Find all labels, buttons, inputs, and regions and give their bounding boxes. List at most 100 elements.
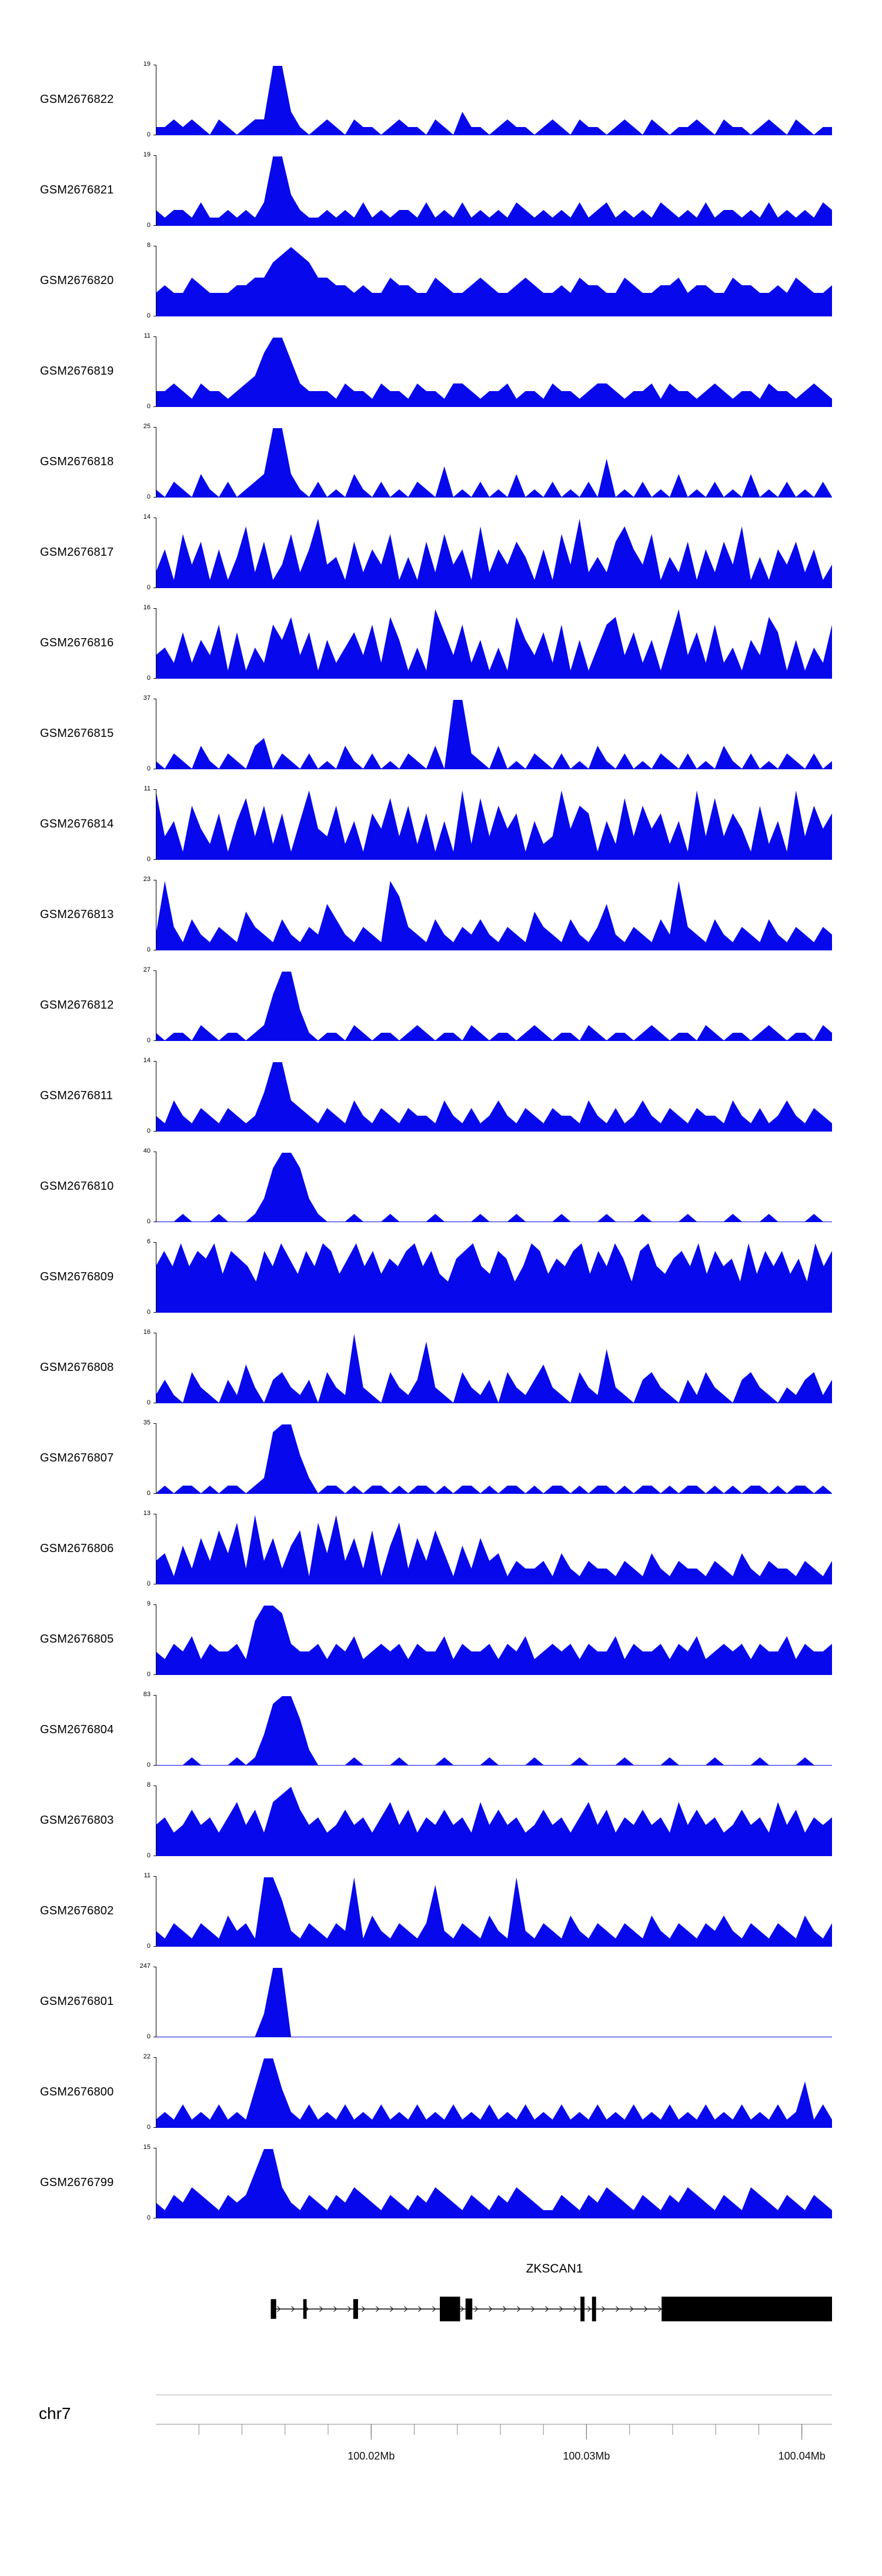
signal-track-row: GSM2676817 14 0 [0,505,882,595]
signal-area-path [156,338,832,407]
signal-area-plot [153,1786,832,1856]
sample-label: GSM2676817 [40,546,114,559]
signal-area-plot [153,65,832,135]
y-axis-line [153,1242,156,1313]
y-axis-max-label: 14 [143,513,151,520]
y-axis-zero-label: 0 [146,1580,151,1587]
y-axis-line [153,1152,156,1222]
signal-area-plot [153,1604,832,1675]
y-axis-line [153,1333,156,1403]
strand-arrow-icon [348,2306,352,2312]
strand-arrow-icon [362,2306,366,2312]
signal-track-row: GSM2676813 23 0 [0,867,882,957]
signal-area-path [156,1515,832,1584]
signal-area-path [156,66,832,135]
strand-arrow-icon [630,2306,634,2312]
signal-track-row: GSM2676821 19 0 [0,142,882,233]
strand-arrow-icon [573,2306,577,2312]
signal-track-row: GSM2676804 83 0 [0,1682,882,1773]
signal-area-path [156,1787,832,1856]
strand-arrow-icon [517,2306,521,2312]
signal-track-row: GSM2676809 6 0 [0,1229,882,1320]
strand-arrow-icon [404,2306,408,2312]
gene-name-label: ZKSCAN1 [526,2262,583,2275]
sample-label: GSM2676814 [40,817,114,830]
y-axis-line [153,1514,156,1584]
signal-track-row: GSM2676802 11 0 [0,1863,882,1954]
strand-arrow-icon [503,2306,507,2312]
signal-area-plot [153,699,832,769]
y-axis-line [153,1967,156,2037]
signal-area-path [156,1606,832,1675]
signal-area-path [156,519,832,588]
signal-area-plot [153,880,832,950]
sample-label: GSM2676799 [40,2176,114,2189]
signal-area-path [156,790,832,860]
signal-track-row: GSM2676819 11 0 [0,323,882,414]
y-axis-zero-label: 0 [146,675,151,682]
signal-area-plot [153,1876,832,1947]
signal-track-row: GSM2676822 19 0 [0,52,882,142]
signal-track-row: GSM2676806 13 0 [0,1501,882,1591]
sample-label: GSM2676819 [40,365,114,378]
gene-annotation-track: ZKSCAN1 [0,2225,882,2390]
signal-area-path [156,1334,832,1403]
y-axis-max-label: 40 [143,1147,151,1154]
sample-label: GSM2676803 [40,1814,114,1827]
strand-arrow-icon [376,2306,380,2312]
signal-track-row: GSM2676812 27 0 [0,957,882,1048]
ruler-tick-label: 100.03Mb [563,2450,610,2462]
y-axis-zero-label: 0 [146,1852,151,1859]
y-axis-line [153,608,156,679]
signal-area-plot [153,608,832,679]
signal-area-path [156,1153,832,1222]
strand-arrow-icon [559,2306,563,2312]
sample-label: GSM2676820 [40,274,114,287]
strand-arrow-icon [644,2306,648,2312]
y-axis-zero-label: 0 [146,403,151,410]
y-axis-zero-label: 0 [146,856,151,863]
signal-area-plot [153,2057,832,2128]
signal-area-path [156,247,832,316]
gene-exon [353,2299,358,2319]
sample-label: GSM2676821 [40,183,114,196]
sample-label: GSM2676808 [40,1361,114,1374]
sample-label: GSM2676806 [40,1542,114,1555]
signal-area-path [156,1968,832,2037]
signal-area-path [156,428,832,498]
signal-track-row: GSM2676808 16 0 [0,1320,882,1410]
y-axis-max-label: 8 [146,242,151,249]
signal-area-path [156,1243,832,1313]
y-axis-line [153,2148,156,2218]
y-axis-max-label: 19 [143,151,151,158]
signal-area-plot [153,789,832,860]
sample-label: GSM2676818 [40,455,114,468]
strand-arrow-icon [291,2306,295,2312]
strand-arrow-icon [545,2306,549,2312]
signal-area-path [156,156,832,226]
signal-area-plot [153,1423,832,1494]
y-axis-line [153,970,156,1041]
y-axis-zero-label: 0 [146,1399,151,1406]
chromosome-name-label: chr7 [39,2404,71,2422]
sample-label: GSM2676815 [40,727,114,740]
y-axis-max-label: 9 [146,1600,151,1607]
y-axis-max-label: 14 [143,1057,151,1064]
y-axis-max-label: 16 [143,604,151,611]
strand-arrow-icon [390,2306,394,2312]
signal-track-row: GSM2676807 35 0 [0,1410,882,1501]
signal-area-path [156,972,832,1041]
gene-exon [303,2299,307,2319]
y-axis-line [153,427,156,498]
sample-label: GSM2676804 [40,1723,114,1736]
y-axis-zero-label: 0 [146,312,151,319]
y-axis-line [153,1876,156,1947]
y-axis-zero-label: 0 [146,946,151,953]
gene-exon [440,2297,460,2321]
y-axis-zero-label: 0 [146,1309,151,1316]
y-axis-zero-label: 0 [146,2124,151,2131]
gene-model-plot [270,2297,832,2321]
y-axis-zero-label: 0 [146,1671,151,1678]
y-axis-line [153,336,156,407]
